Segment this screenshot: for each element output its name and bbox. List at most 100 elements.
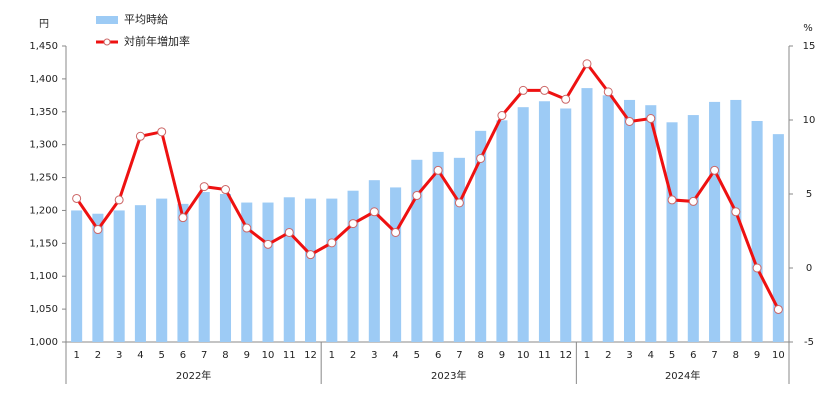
y-tick-label: 1,300 — [29, 140, 58, 151]
marker — [93, 225, 103, 235]
x-tick-label: 11 — [283, 350, 296, 361]
x-tick-label: 1 — [73, 350, 79, 361]
y2-tick-label: 10 — [803, 115, 816, 126]
marker — [263, 239, 273, 249]
marker — [433, 165, 443, 175]
y-tick-label: 1,050 — [29, 304, 58, 315]
y-tick-label: 1,200 — [29, 205, 58, 216]
x-tick-label: 7 — [456, 350, 462, 361]
bar — [581, 88, 593, 342]
marker — [199, 182, 209, 192]
x-tick-label: 8 — [477, 350, 483, 361]
marker — [348, 219, 358, 229]
y2-tick-label: 0 — [806, 263, 812, 274]
bar — [517, 107, 529, 342]
marker — [497, 111, 507, 121]
marker — [284, 227, 294, 237]
marker — [412, 190, 422, 200]
marker — [539, 85, 549, 95]
x-tick-label: 4 — [648, 350, 654, 361]
marker — [625, 116, 635, 126]
y-tick-label: 1,450 — [29, 41, 58, 52]
legend-label: 対前年増加率 — [124, 34, 190, 48]
bar — [113, 210, 125, 342]
y2-tick-label: 15 — [803, 41, 816, 52]
marker — [327, 238, 337, 248]
bar — [751, 120, 763, 342]
y2-tick-label: -5 — [804, 337, 814, 348]
x-tick-label: 12 — [304, 350, 317, 361]
marker — [561, 94, 571, 104]
bar — [283, 197, 295, 342]
bar — [496, 120, 508, 342]
marker — [454, 198, 464, 208]
marker — [646, 114, 656, 124]
marker — [773, 304, 783, 314]
y-unit: 円 — [39, 19, 49, 30]
x-tick-label: 4 — [137, 350, 143, 361]
group-label: 2022年 — [176, 369, 211, 382]
marker — [369, 207, 379, 217]
bar — [645, 105, 657, 342]
marker — [157, 127, 167, 137]
y2-unit: % — [803, 23, 813, 34]
x-tick-label: 1 — [329, 350, 335, 361]
marker — [752, 263, 762, 273]
legend-label: 平均時給 — [124, 12, 168, 26]
bar — [219, 194, 232, 342]
marker — [135, 131, 145, 141]
x-tick-label: 5 — [159, 350, 165, 361]
x-tick-label: 5 — [414, 350, 420, 361]
y-tick-label: 1,350 — [29, 107, 58, 118]
x-tick-label: 10 — [772, 350, 785, 361]
marker — [688, 196, 698, 206]
marker — [178, 213, 188, 223]
x-tick-label: 7 — [711, 350, 717, 361]
x-tick-label: 4 — [392, 350, 398, 361]
x-tick-label: 10 — [517, 350, 530, 361]
bar — [475, 130, 487, 342]
marker — [220, 185, 230, 195]
bar — [71, 210, 83, 342]
y-tick-label: 1,150 — [29, 238, 58, 249]
marker — [72, 193, 82, 203]
x-tick-label: 10 — [262, 350, 275, 361]
bar — [538, 101, 550, 343]
x-tick-label: 7 — [201, 350, 207, 361]
x-tick-label: 6 — [180, 350, 186, 361]
bar — [432, 151, 444, 342]
bar — [347, 190, 359, 342]
marker — [731, 207, 741, 217]
bar — [730, 99, 742, 342]
bar — [92, 213, 104, 342]
x-tick-label: 6 — [690, 350, 696, 361]
bar — [772, 134, 784, 342]
x-tick-label: 2 — [605, 350, 611, 361]
x-tick-label: 8 — [733, 350, 739, 361]
y-tick-label: 1,400 — [29, 74, 58, 85]
x-tick-label: 1 — [584, 350, 590, 361]
bar — [666, 122, 678, 343]
y-tick-label: 1,100 — [29, 271, 58, 282]
bar — [602, 95, 614, 342]
y-tick-label: 1,250 — [29, 173, 58, 184]
bar — [177, 203, 189, 342]
x-tick-label: 12 — [559, 350, 572, 361]
x-tick-label: 11 — [538, 350, 551, 361]
bar — [198, 192, 210, 342]
marker — [710, 165, 720, 175]
bar — [390, 187, 402, 342]
x-tick-label: 8 — [222, 350, 228, 361]
x-tick-label: 9 — [499, 350, 505, 361]
x-tick-label: 6 — [435, 350, 441, 361]
marker — [114, 195, 124, 205]
x-tick-label: 2 — [95, 350, 101, 361]
bar — [687, 115, 699, 342]
legend-swatch — [96, 16, 118, 24]
marker — [306, 250, 316, 260]
x-tick-label: 3 — [626, 350, 632, 361]
line — [75, 61, 780, 311]
